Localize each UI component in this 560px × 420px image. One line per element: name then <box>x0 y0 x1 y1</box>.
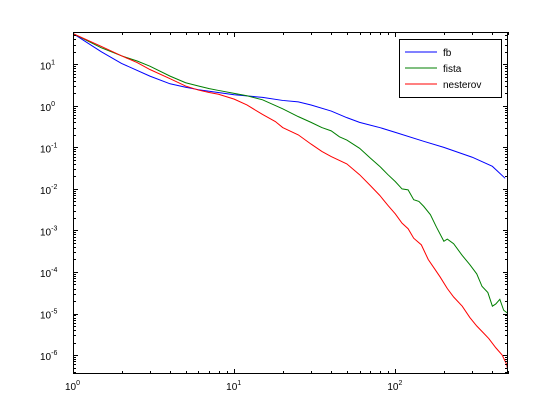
ticks-layer: 100 101 102 101 100 10-1 10-2 10-3 10-4 10-5 10-6 <box>40 32 509 393</box>
series-line-nesterov <box>73 33 508 371</box>
legend-label-nesterov: nesterov <box>443 80 481 91</box>
legend-label-fista: fista <box>443 64 462 75</box>
y-tick-label: 10-2 <box>40 184 57 197</box>
x-tick-label: 101 <box>226 380 241 393</box>
y-tick-label: 10-1 <box>40 142 57 155</box>
series-line-fista <box>73 33 508 314</box>
y-tick-label: 100 <box>40 101 55 114</box>
legend-label-fb: fb <box>443 48 452 59</box>
series-line-fb <box>73 33 506 179</box>
y-tick-label: 10-3 <box>40 225 57 238</box>
legend: fb fista nesterov <box>399 39 502 98</box>
x-tick-label: 100 <box>65 380 80 393</box>
y-tick-label: 10-6 <box>40 350 57 363</box>
axes-box <box>73 32 508 374</box>
series-layer <box>73 33 508 371</box>
y-tick-label: 10-5 <box>40 309 57 322</box>
x-tick-label: 102 <box>387 380 402 393</box>
y-tick-label: 10-4 <box>40 267 57 280</box>
y-tick-label: 101 <box>40 59 55 72</box>
